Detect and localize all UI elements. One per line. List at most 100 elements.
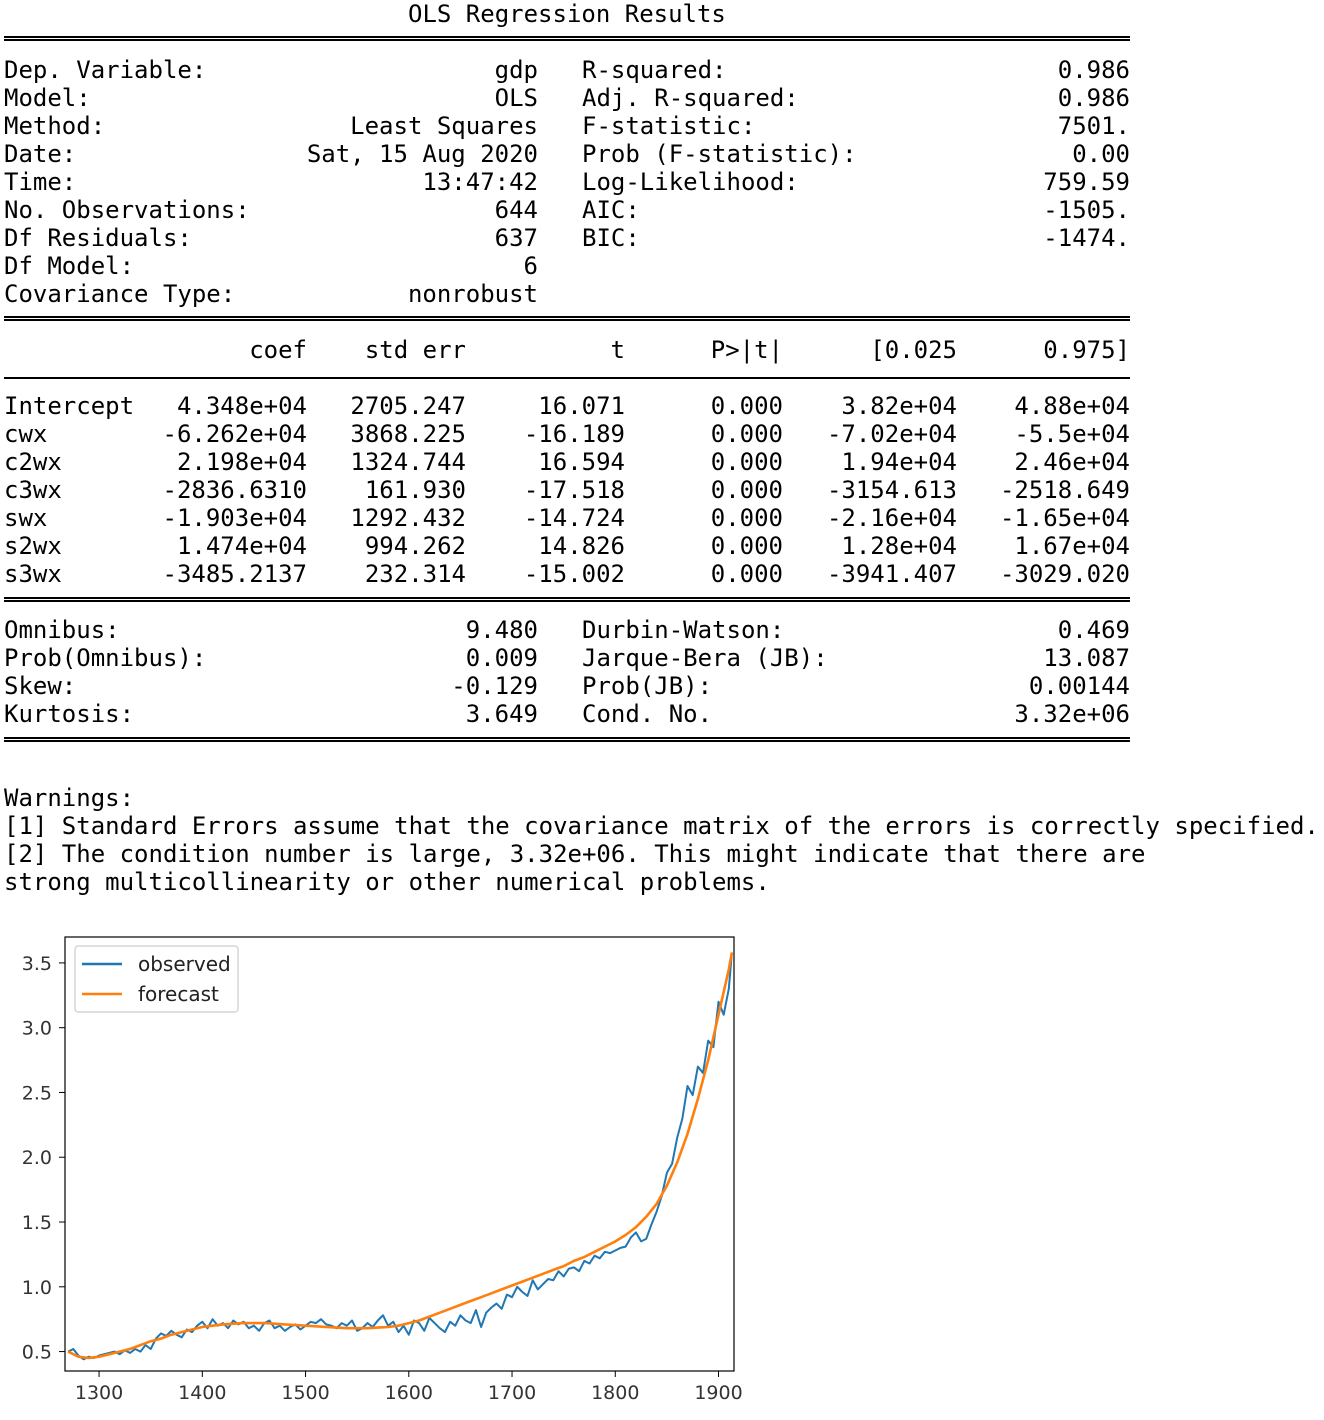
- x-tick-label: 1700: [488, 1382, 536, 1404]
- series-line-forecast: [67, 952, 734, 1360]
- column-header: [0.025: [870, 336, 957, 364]
- stat-label: Log-Likelihood:: [582, 168, 799, 196]
- diag-label: Omnibus:: [4, 616, 120, 644]
- coef-row-name: s2wx: [4, 532, 62, 560]
- coef-cell: 3.82e+04: [841, 392, 957, 420]
- warning-line: [1] Standard Errors assume that the cova…: [4, 812, 1319, 840]
- coef-cell: 0.000: [710, 504, 783, 532]
- stat-label: Prob (F-statistic):: [582, 140, 857, 168]
- stat-value: 6: [523, 252, 538, 280]
- diag-label: Jarque-Bera (JB):: [582, 644, 828, 672]
- stat-value: nonrobust: [407, 280, 538, 308]
- diag-value: 0.00144: [1028, 672, 1130, 700]
- stat-value: 644: [494, 196, 538, 224]
- diag-label: Durbin-Watson:: [582, 616, 785, 644]
- axis-ticks: 1300 1400 1500 1600 1700 1800 1900 0.5 1.0 1.5 2.0…: [22, 953, 743, 1404]
- diag-value: 3.32e+06: [1014, 700, 1130, 728]
- coef-cell: -1.65e+04: [999, 504, 1130, 532]
- rule-top: [4, 36, 1130, 41]
- coef-row-name: swx: [4, 504, 48, 532]
- diag-value: 3.649: [465, 700, 538, 728]
- coef-cell: 1324.744: [350, 448, 466, 476]
- coef-cell: -3941.407: [826, 560, 957, 588]
- coef-cell: -2518.649: [999, 476, 1130, 504]
- coef-cell: 0.000: [710, 448, 783, 476]
- y-tick-label: 3.5: [22, 953, 52, 975]
- stat-label: No. Observations:: [4, 196, 250, 224]
- coef-cell: -14.724: [523, 504, 625, 532]
- stat-value: 13:47:42: [422, 168, 538, 196]
- stat-value: 759.59: [1043, 168, 1130, 196]
- coef-row-name: s3wx: [4, 560, 62, 588]
- coef-cell: 161.930: [364, 476, 466, 504]
- coef-cell: -16.189: [523, 420, 625, 448]
- y-tick-label: 1.0: [22, 1277, 52, 1299]
- coef-cell: -2.16e+04: [826, 504, 957, 532]
- coef-cell: 994.262: [364, 532, 466, 560]
- x-tick-label: 1600: [385, 1382, 433, 1404]
- legend-label-forecast: forecast: [138, 982, 219, 1006]
- stat-value: 637: [494, 224, 538, 252]
- coef-cell: 16.071: [538, 392, 625, 420]
- coef-cell: 2.198e+04: [176, 448, 307, 476]
- coef-row-name: c3wx: [4, 476, 62, 504]
- diag-label: Prob(JB):: [582, 672, 713, 700]
- stat-label: AIC:: [582, 196, 640, 224]
- stat-label: Df Model:: [4, 252, 135, 280]
- coef-cell: 1.28e+04: [841, 532, 957, 560]
- rule-double: [4, 597, 1130, 602]
- coef-cell: 2705.247: [350, 392, 466, 420]
- coef-cell: -3029.020: [999, 560, 1130, 588]
- coef-cell: -2836.6310: [162, 476, 308, 504]
- coef-cell: -6.262e+04: [162, 420, 308, 448]
- rule-bottom: [4, 737, 1130, 742]
- stat-label: Df Residuals:: [4, 224, 192, 252]
- legend-label-observed: observed: [138, 952, 231, 976]
- summary-title: OLS Regression Results: [408, 0, 726, 28]
- coef-cell: 0.000: [710, 532, 783, 560]
- coef-cell: -7.02e+04: [826, 420, 957, 448]
- x-tick-label: 1300: [75, 1382, 123, 1404]
- stat-label: F-statistic:: [582, 112, 756, 140]
- coef-cell: 4.88e+04: [1014, 392, 1130, 420]
- coef-row-name: cwx: [4, 420, 48, 448]
- coef-cell: 232.314: [364, 560, 466, 588]
- coef-cell: 0.000: [710, 560, 783, 588]
- diag-value: 13.087: [1043, 644, 1130, 672]
- y-tick-label: 2.5: [22, 1082, 52, 1104]
- x-tick-label: 1800: [591, 1382, 639, 1404]
- rule-single: [4, 377, 1130, 379]
- diag-value: 9.480: [465, 616, 538, 644]
- stat-label: Method:: [4, 112, 106, 140]
- column-header: t: [610, 336, 625, 364]
- coef-cell: 14.826: [538, 532, 625, 560]
- warning-line: [2] The condition number is large, 3.32e…: [4, 840, 1146, 868]
- stat-value: 0.986: [1057, 84, 1130, 112]
- y-tick-label: 3.0: [22, 1018, 52, 1040]
- column-header: coef: [249, 336, 307, 364]
- coef-cell: -17.518: [523, 476, 625, 504]
- stat-value: -1505.: [1043, 196, 1130, 224]
- stat-value: 0.986: [1057, 56, 1130, 84]
- coef-cell: 4.348e+04: [176, 392, 307, 420]
- diag-label: Prob(Omnibus):: [4, 644, 207, 672]
- column-header: 0.975]: [1043, 336, 1130, 364]
- stat-label: Dep. Variable:: [4, 56, 207, 84]
- series-line-observed: [67, 952, 733, 1361]
- stat-value: Sat, 15 Aug 2020: [306, 140, 538, 168]
- stat-value: -1474.: [1043, 224, 1130, 252]
- coef-cell: 16.594: [538, 448, 625, 476]
- diag-label: Kurtosis:: [4, 700, 135, 728]
- warnings-heading: Warnings:: [4, 784, 135, 812]
- stat-label: Date:: [4, 140, 77, 168]
- x-tick-label: 1400: [178, 1382, 226, 1404]
- column-header: P>|t|: [710, 336, 783, 364]
- stat-label: BIC:: [582, 224, 640, 252]
- rule-double: [4, 316, 1130, 321]
- x-tick-label: 1900: [694, 1382, 742, 1404]
- stat-value: 7501.: [1057, 112, 1130, 140]
- diag-value: 0.009: [465, 644, 538, 672]
- coef-cell: -5.5e+04: [1014, 420, 1130, 448]
- stat-value: OLS: [494, 84, 538, 112]
- column-header: std err: [364, 336, 466, 364]
